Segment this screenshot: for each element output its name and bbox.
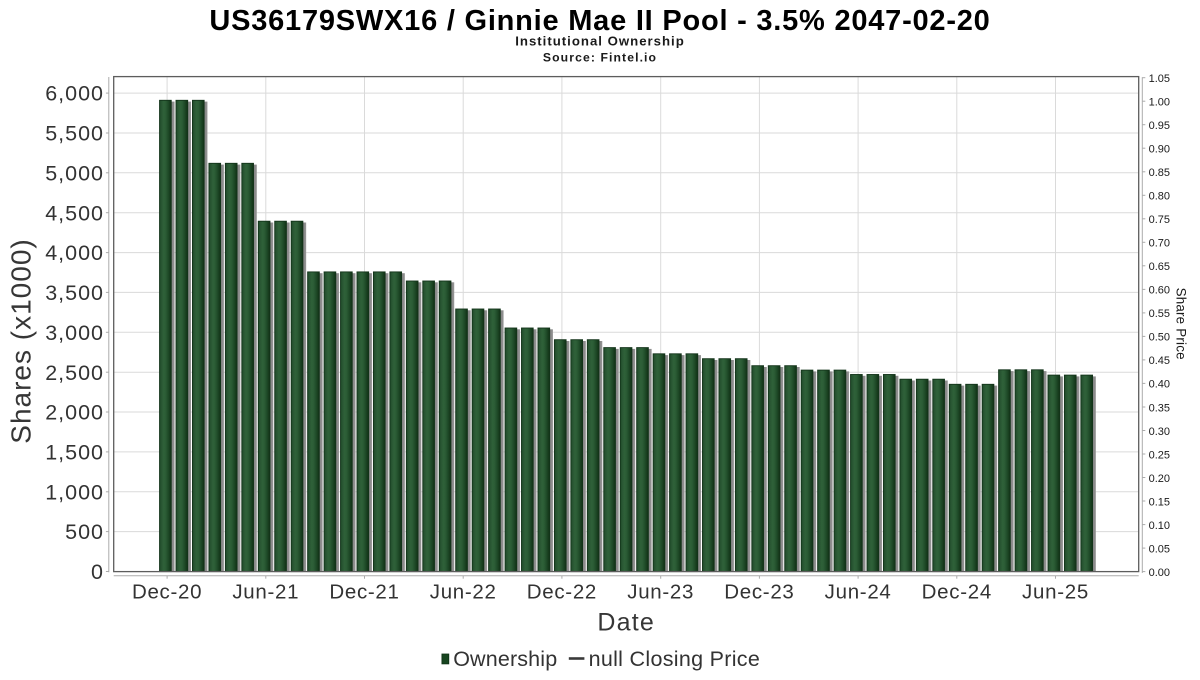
svg-text:0.25: 0.25	[1149, 449, 1170, 461]
svg-text:5,500: 5,500	[45, 122, 104, 146]
svg-text:0.45: 0.45	[1149, 355, 1170, 367]
svg-text:Jun-22: Jun-22	[430, 580, 497, 603]
svg-text:Shares (x1000): Shares (x1000)	[6, 238, 37, 443]
svg-text:Source: Fintel.io: Source: Fintel.io	[543, 51, 657, 65]
svg-text:0.95: 0.95	[1149, 120, 1170, 132]
svg-text:Institutional Ownership: Institutional Ownership	[515, 33, 685, 48]
svg-text:1.05: 1.05	[1149, 73, 1170, 85]
svg-text:6,000: 6,000	[45, 82, 104, 106]
svg-text:0.55: 0.55	[1149, 308, 1170, 320]
svg-text:0.60: 0.60	[1149, 285, 1170, 297]
svg-text:0.00: 0.00	[1149, 567, 1170, 579]
svg-text:1,500: 1,500	[45, 441, 104, 465]
svg-text:0.50: 0.50	[1149, 332, 1170, 344]
svg-text:3,500: 3,500	[45, 281, 104, 305]
svg-text:Date: Date	[597, 609, 655, 637]
svg-text:Share Price: Share Price	[1174, 288, 1189, 360]
svg-text:0.40: 0.40	[1149, 379, 1170, 391]
svg-text:0.85: 0.85	[1149, 167, 1170, 179]
svg-text:null Closing Price: null Closing Price	[589, 647, 761, 671]
svg-text:500: 500	[65, 520, 104, 544]
svg-text:5,000: 5,000	[45, 161, 104, 185]
svg-text:Dec-24: Dec-24	[922, 580, 992, 603]
svg-text:0.65: 0.65	[1149, 261, 1170, 273]
svg-text:Dec-20: Dec-20	[132, 580, 202, 603]
svg-text:0.35: 0.35	[1149, 402, 1170, 414]
svg-text:0.15: 0.15	[1149, 496, 1170, 508]
svg-text:0.80: 0.80	[1149, 191, 1170, 203]
svg-text:Dec-22: Dec-22	[527, 580, 597, 603]
svg-text:Jun-21: Jun-21	[232, 580, 299, 603]
svg-text:Jun-24: Jun-24	[825, 580, 892, 603]
svg-text:0.20: 0.20	[1149, 473, 1170, 485]
svg-text:Ownership: Ownership	[453, 647, 557, 671]
svg-text:Dec-23: Dec-23	[724, 580, 794, 603]
svg-text:1.00: 1.00	[1149, 97, 1170, 109]
svg-text:2,000: 2,000	[45, 401, 104, 425]
svg-text:0: 0	[91, 560, 104, 584]
svg-text:4,500: 4,500	[45, 201, 104, 225]
svg-text:0.90: 0.90	[1149, 144, 1170, 156]
svg-text:Dec-21: Dec-21	[329, 580, 399, 603]
svg-text:0.10: 0.10	[1149, 520, 1170, 532]
svg-text:Jun-25: Jun-25	[1022, 580, 1089, 603]
svg-text:US36179SWX16 / Ginnie Mae II P: US36179SWX16 / Ginnie Mae II Pool - 3.5%…	[209, 5, 990, 37]
svg-text:3,000: 3,000	[45, 321, 104, 345]
svg-text:Jun-23: Jun-23	[627, 580, 694, 603]
svg-text:0.70: 0.70	[1149, 238, 1170, 250]
svg-text:2,500: 2,500	[45, 361, 104, 385]
svg-text:0.75: 0.75	[1149, 214, 1170, 226]
svg-text:0.30: 0.30	[1149, 426, 1170, 438]
svg-text:4,000: 4,000	[45, 241, 104, 265]
svg-text:1,000: 1,000	[45, 480, 104, 504]
svg-text:0.05: 0.05	[1149, 543, 1170, 555]
